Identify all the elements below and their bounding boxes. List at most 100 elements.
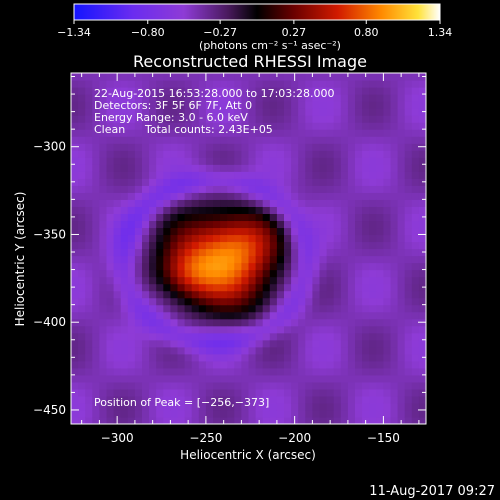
heatmap-cell <box>369 332 377 341</box>
heatmap-cell <box>127 157 136 165</box>
heatmap-cell <box>333 87 342 95</box>
heatmap-cell <box>163 185 171 193</box>
heatmap-cell <box>284 381 292 390</box>
heatmap-cell <box>127 353 136 362</box>
heatmap-cell <box>369 87 377 95</box>
heatmap-cell <box>241 248 250 257</box>
heatmap-cell <box>376 332 384 341</box>
heatmap-cell <box>340 136 349 144</box>
heatmap-cell <box>170 262 179 271</box>
heatmap-cell <box>220 87 228 95</box>
heatmap-cell <box>205 381 214 390</box>
heatmap-cell <box>142 367 150 376</box>
heatmap-cell <box>284 311 292 320</box>
heatmap-cell <box>262 164 271 172</box>
heatmap-cell <box>333 157 342 165</box>
heatmap-cell <box>418 227 426 236</box>
heatmap-cell <box>291 381 299 390</box>
heatmap-cell <box>369 262 377 271</box>
heatmap-cell <box>99 402 108 411</box>
heatmap-cell <box>390 409 399 418</box>
heatmap-cell <box>340 262 349 271</box>
heatmap-cell <box>291 87 299 95</box>
heatmap-cell <box>340 185 349 193</box>
heatmap-cell <box>78 381 86 390</box>
heatmap-cell <box>298 150 306 158</box>
heatmap-cell <box>106 402 115 411</box>
heatmap-cell <box>177 227 186 236</box>
heatmap-cell <box>418 276 426 285</box>
heatmap-cell <box>326 262 335 271</box>
heatmap-cell <box>248 339 257 348</box>
heatmap-cell <box>362 367 370 376</box>
heatmap-cell <box>113 290 122 299</box>
heatmap-cell <box>234 409 242 418</box>
heatmap-cell <box>134 115 143 123</box>
heatmap-cell <box>205 143 214 151</box>
heatmap-cell <box>298 395 306 404</box>
heatmap-cell <box>362 101 370 109</box>
heatmap-cell <box>347 360 356 369</box>
heatmap-cell <box>390 283 399 292</box>
heatmap-cell <box>362 402 370 411</box>
heatmap-cell <box>120 227 129 236</box>
heatmap-cell <box>305 150 313 158</box>
heatmap-cell <box>362 290 370 299</box>
heatmap-cell <box>298 409 306 418</box>
heatmap-cell <box>284 395 292 404</box>
heatmap-cell <box>362 136 370 144</box>
heatmap-cell <box>177 360 186 369</box>
heatmap-cell <box>347 234 356 243</box>
heatmap-cell <box>298 416 306 424</box>
heatmap-cell <box>198 206 207 214</box>
heatmap-cell <box>198 332 207 341</box>
heatmap-cell <box>99 178 108 186</box>
heatmap-cell <box>347 115 356 123</box>
heatmap-cell <box>113 353 122 362</box>
heatmap-cell <box>191 171 200 179</box>
heatmap-cell <box>305 108 313 116</box>
heatmap-cell <box>369 416 377 424</box>
heatmap-cell <box>113 80 122 88</box>
heatmap-cell <box>248 129 257 137</box>
heatmap-cell <box>383 402 392 411</box>
heatmap-cell <box>255 332 264 341</box>
heatmap-cell <box>276 150 285 158</box>
heatmap-cell <box>319 374 328 383</box>
heatmap-cell <box>369 325 377 334</box>
heatmap-cell <box>134 346 143 355</box>
heatmap-cell <box>149 304 157 313</box>
heatmap-cell <box>156 199 164 207</box>
heatmap-cell <box>333 325 342 334</box>
heatmap-cell <box>284 213 292 222</box>
heatmap-cell <box>92 185 100 193</box>
heatmap-cell <box>312 136 321 144</box>
heatmap-cell <box>397 115 406 123</box>
heatmap-cell <box>184 94 193 102</box>
heatmap-cell <box>220 346 228 355</box>
heatmap-cell <box>248 311 257 320</box>
heatmap-cell <box>191 262 200 271</box>
heatmap-cell <box>376 416 384 424</box>
heatmap-cell <box>326 360 335 369</box>
heatmap-cell <box>291 185 299 193</box>
heatmap-cell <box>234 122 242 130</box>
heatmap-cell <box>92 192 100 200</box>
heatmap-cell <box>78 269 86 278</box>
heatmap-cell <box>319 409 328 418</box>
heatmap-cell <box>134 360 143 369</box>
heatmap-cell <box>184 241 193 250</box>
heatmap-cell <box>241 192 250 200</box>
heatmap-cell <box>120 409 129 418</box>
heatmap-cell <box>390 297 399 306</box>
heatmap-cell <box>163 304 171 313</box>
heatmap-cell <box>234 94 242 102</box>
heatmap-cell <box>156 87 164 95</box>
heatmap-cell <box>92 87 100 95</box>
heatmap-cell <box>78 108 86 116</box>
heatmap-cell <box>134 339 143 348</box>
heatmap-cell <box>113 346 122 355</box>
heatmap-cell <box>347 213 356 222</box>
heatmap-cell <box>418 157 426 165</box>
heatmap-cell <box>241 213 250 222</box>
